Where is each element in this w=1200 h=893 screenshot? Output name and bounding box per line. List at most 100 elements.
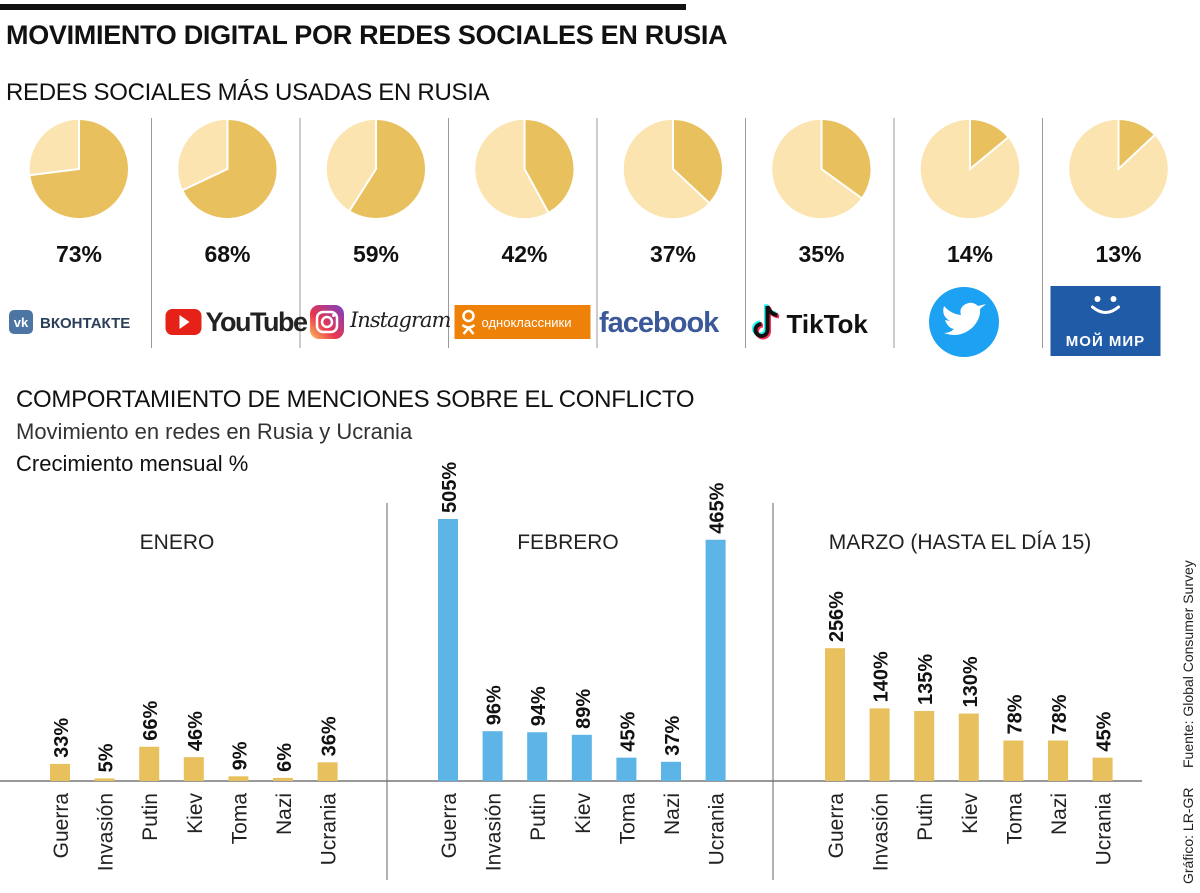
pie-2: 59% [325, 117, 427, 267]
pie-main-slice [969, 117, 1010, 172]
category-label: Putin [527, 793, 550, 841]
bar-value-label: 78% [1004, 694, 1026, 734]
camera-frame [315, 310, 339, 334]
category-label: Toma [228, 793, 251, 845]
bar-group-1: FEBRERO 505% Guerra 96% Invasión 94% Putin 89% K… [438, 462, 729, 871]
bar-value-label: 89% [573, 689, 595, 729]
smile-eye [1094, 296, 1101, 302]
bar [228, 776, 249, 781]
bar-value-label: 130% [960, 656, 982, 707]
youtube-logo-icon: YouTube [165, 307, 309, 337]
category-label: Ucrania [1093, 793, 1116, 866]
pie-1: 68% [176, 117, 279, 267]
pie-main-slice [820, 117, 873, 200]
pie-6: 14% [919, 117, 1021, 267]
bar [94, 778, 115, 781]
instagram-wordmark: Instagram [349, 308, 451, 332]
section2-title: COMPORTAMIENTO DE MENCIONES SOBRE EL CON… [16, 386, 695, 413]
bar [183, 757, 204, 781]
tiktok-wordmark: TikTok [787, 309, 869, 339]
pie-3: 42% [473, 117, 576, 267]
category-label: Toma [1003, 793, 1026, 845]
category-label: Invasión [95, 793, 118, 871]
bar-value-label: 78% [1049, 694, 1071, 734]
category-label: Kiev [959, 793, 982, 834]
pie-value-label: 42% [501, 241, 547, 267]
bar-value-label: 66% [140, 701, 162, 741]
top-rule [0, 4, 686, 10]
pie-main-slice [1117, 117, 1157, 172]
vk-badge-letters: vk [14, 315, 29, 330]
bar-value-label: 6% [274, 743, 296, 772]
social-pies-chart: 73% 68% 59% 42% 37% 35% 14% 13% vk ВКОНТАКТЕ YouTu… [9, 117, 1170, 357]
camera-dot [332, 314, 335, 317]
instagram-logo-icon: Instagram [310, 305, 452, 339]
bar-value-label: 37% [662, 716, 684, 756]
pie-value-label: 13% [1095, 241, 1141, 267]
category-label: Ucrania [706, 793, 729, 866]
bar [139, 746, 160, 781]
bar-value-label: 9% [229, 741, 251, 770]
bar-group-2: MARZO (HASTA EL DÍA 15) 256% Guerra 140% Inv… [825, 531, 1116, 871]
bar-value-label: 465% [707, 482, 729, 533]
bar-value-label: 45% [617, 711, 639, 751]
credit-note: Gráfico: LR-GR [1180, 787, 1196, 884]
twitter-logo-icon [929, 287, 999, 357]
bar [1092, 757, 1113, 781]
bar [705, 539, 726, 781]
tiktok-logo-icon: TikTok [752, 303, 869, 340]
pie-main-slice [180, 117, 279, 220]
source-note: Fuente: Global Consumer Survey [1180, 560, 1196, 768]
category-label: Guerra [438, 793, 461, 859]
month-label: MARZO (HASTA EL DÍA 15) [829, 531, 1092, 554]
vk-logo-icon: vk ВКОНТАКТЕ [9, 310, 130, 334]
facebook-logo-icon: facebook [599, 307, 720, 339]
bar [1003, 740, 1024, 781]
pie-main-slice [523, 117, 576, 215]
pie-value-label: 68% [204, 241, 250, 267]
bar [616, 757, 637, 781]
ok-head [462, 309, 475, 323]
category-label: Ucrania [318, 793, 341, 866]
ok-body [461, 323, 476, 335]
bar-value-label: 135% [915, 654, 937, 705]
bar-value-label: 96% [484, 685, 506, 725]
play-icon [179, 315, 190, 329]
category-label: Kiev [184, 793, 207, 834]
bar [273, 777, 293, 781]
bar [661, 761, 681, 781]
odnoklassniki-badge [454, 305, 591, 339]
category-label: Nazi [661, 793, 684, 835]
bar [50, 763, 70, 781]
bar-group-0: ENERO 33% Guerra 5% Invasión 66% Putin 46% Kiev 9… [50, 531, 341, 871]
bar [317, 762, 338, 781]
month-label: ENERO [140, 531, 215, 554]
pie-5: 35% [770, 117, 873, 267]
pie-main-slice [28, 117, 130, 220]
category-label: Putin [914, 793, 937, 841]
category-label: Nazi [1048, 793, 1071, 835]
bar [869, 708, 890, 781]
moimir-badge [1050, 286, 1161, 356]
pie-0: 73% [28, 117, 130, 267]
category-label: Toma [616, 793, 639, 845]
section2-measure: Crecimiento mensual % [16, 451, 249, 476]
bar-value-label: 505% [439, 462, 461, 513]
category-label: Putin [139, 793, 162, 841]
category-label: Invasión [870, 793, 893, 871]
category-label: Guerra [825, 793, 848, 859]
pie-value-label: 37% [650, 241, 696, 267]
bar [914, 710, 935, 781]
bar [1048, 740, 1068, 781]
bar [958, 713, 979, 781]
smile-eye [1110, 296, 1117, 302]
bar-value-label: 36% [319, 716, 341, 756]
bar [482, 731, 503, 781]
odnoklassniki-wordmark: одноклассники [482, 315, 572, 330]
bar-value-label: 256% [826, 591, 848, 642]
pie-4: 37% [622, 117, 724, 267]
pie-value-label: 73% [56, 241, 102, 267]
pie-main-slice [672, 117, 724, 205]
odnoklassniki-logo-icon: одноклассники [454, 305, 591, 339]
